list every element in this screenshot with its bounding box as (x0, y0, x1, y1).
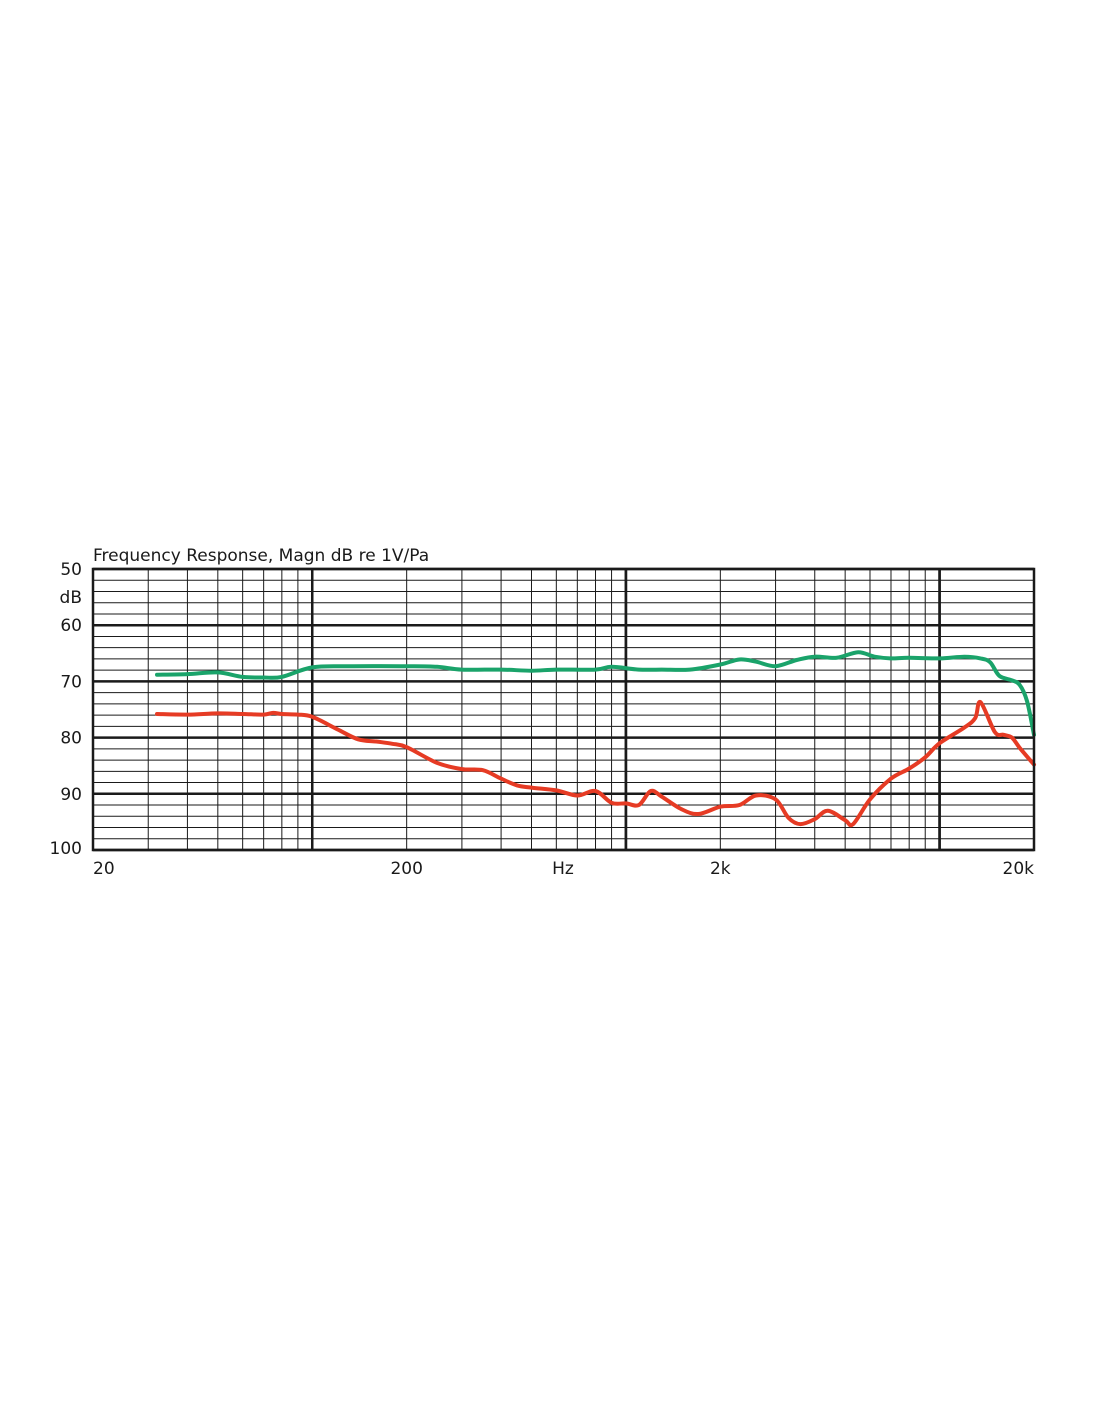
y-tick-label: 90 (60, 785, 82, 805)
y-axis-unit-label: dB (60, 588, 82, 608)
series-line-1 (155, 650, 1036, 737)
y-tick-label: 50 (60, 560, 82, 580)
y-tick-label: 100 (50, 839, 82, 859)
chart-title: Frequency Response, Magn dB re 1V/Pa (93, 546, 429, 566)
x-tick-label: 200 (390, 859, 422, 879)
y-tick-label: 80 (60, 729, 82, 749)
y-tick-labels: 50 60 70 80 90 100 (50, 560, 82, 859)
series-line-2 (155, 700, 1036, 828)
grid (93, 567, 1034, 852)
y-tick-label: 60 (60, 616, 82, 636)
plot-frame (91, 567, 1036, 852)
y-tick-label: 70 (60, 672, 82, 692)
x-tick-label: 2k (710, 859, 731, 879)
x-tick-label: 20k (1003, 859, 1035, 879)
x-axis-unit-label: Hz (552, 859, 574, 879)
x-tick-label: 20 (93, 859, 115, 879)
series-layer (155, 650, 1036, 828)
x-tick-labels: 20 200 2k 20k (93, 859, 1034, 879)
